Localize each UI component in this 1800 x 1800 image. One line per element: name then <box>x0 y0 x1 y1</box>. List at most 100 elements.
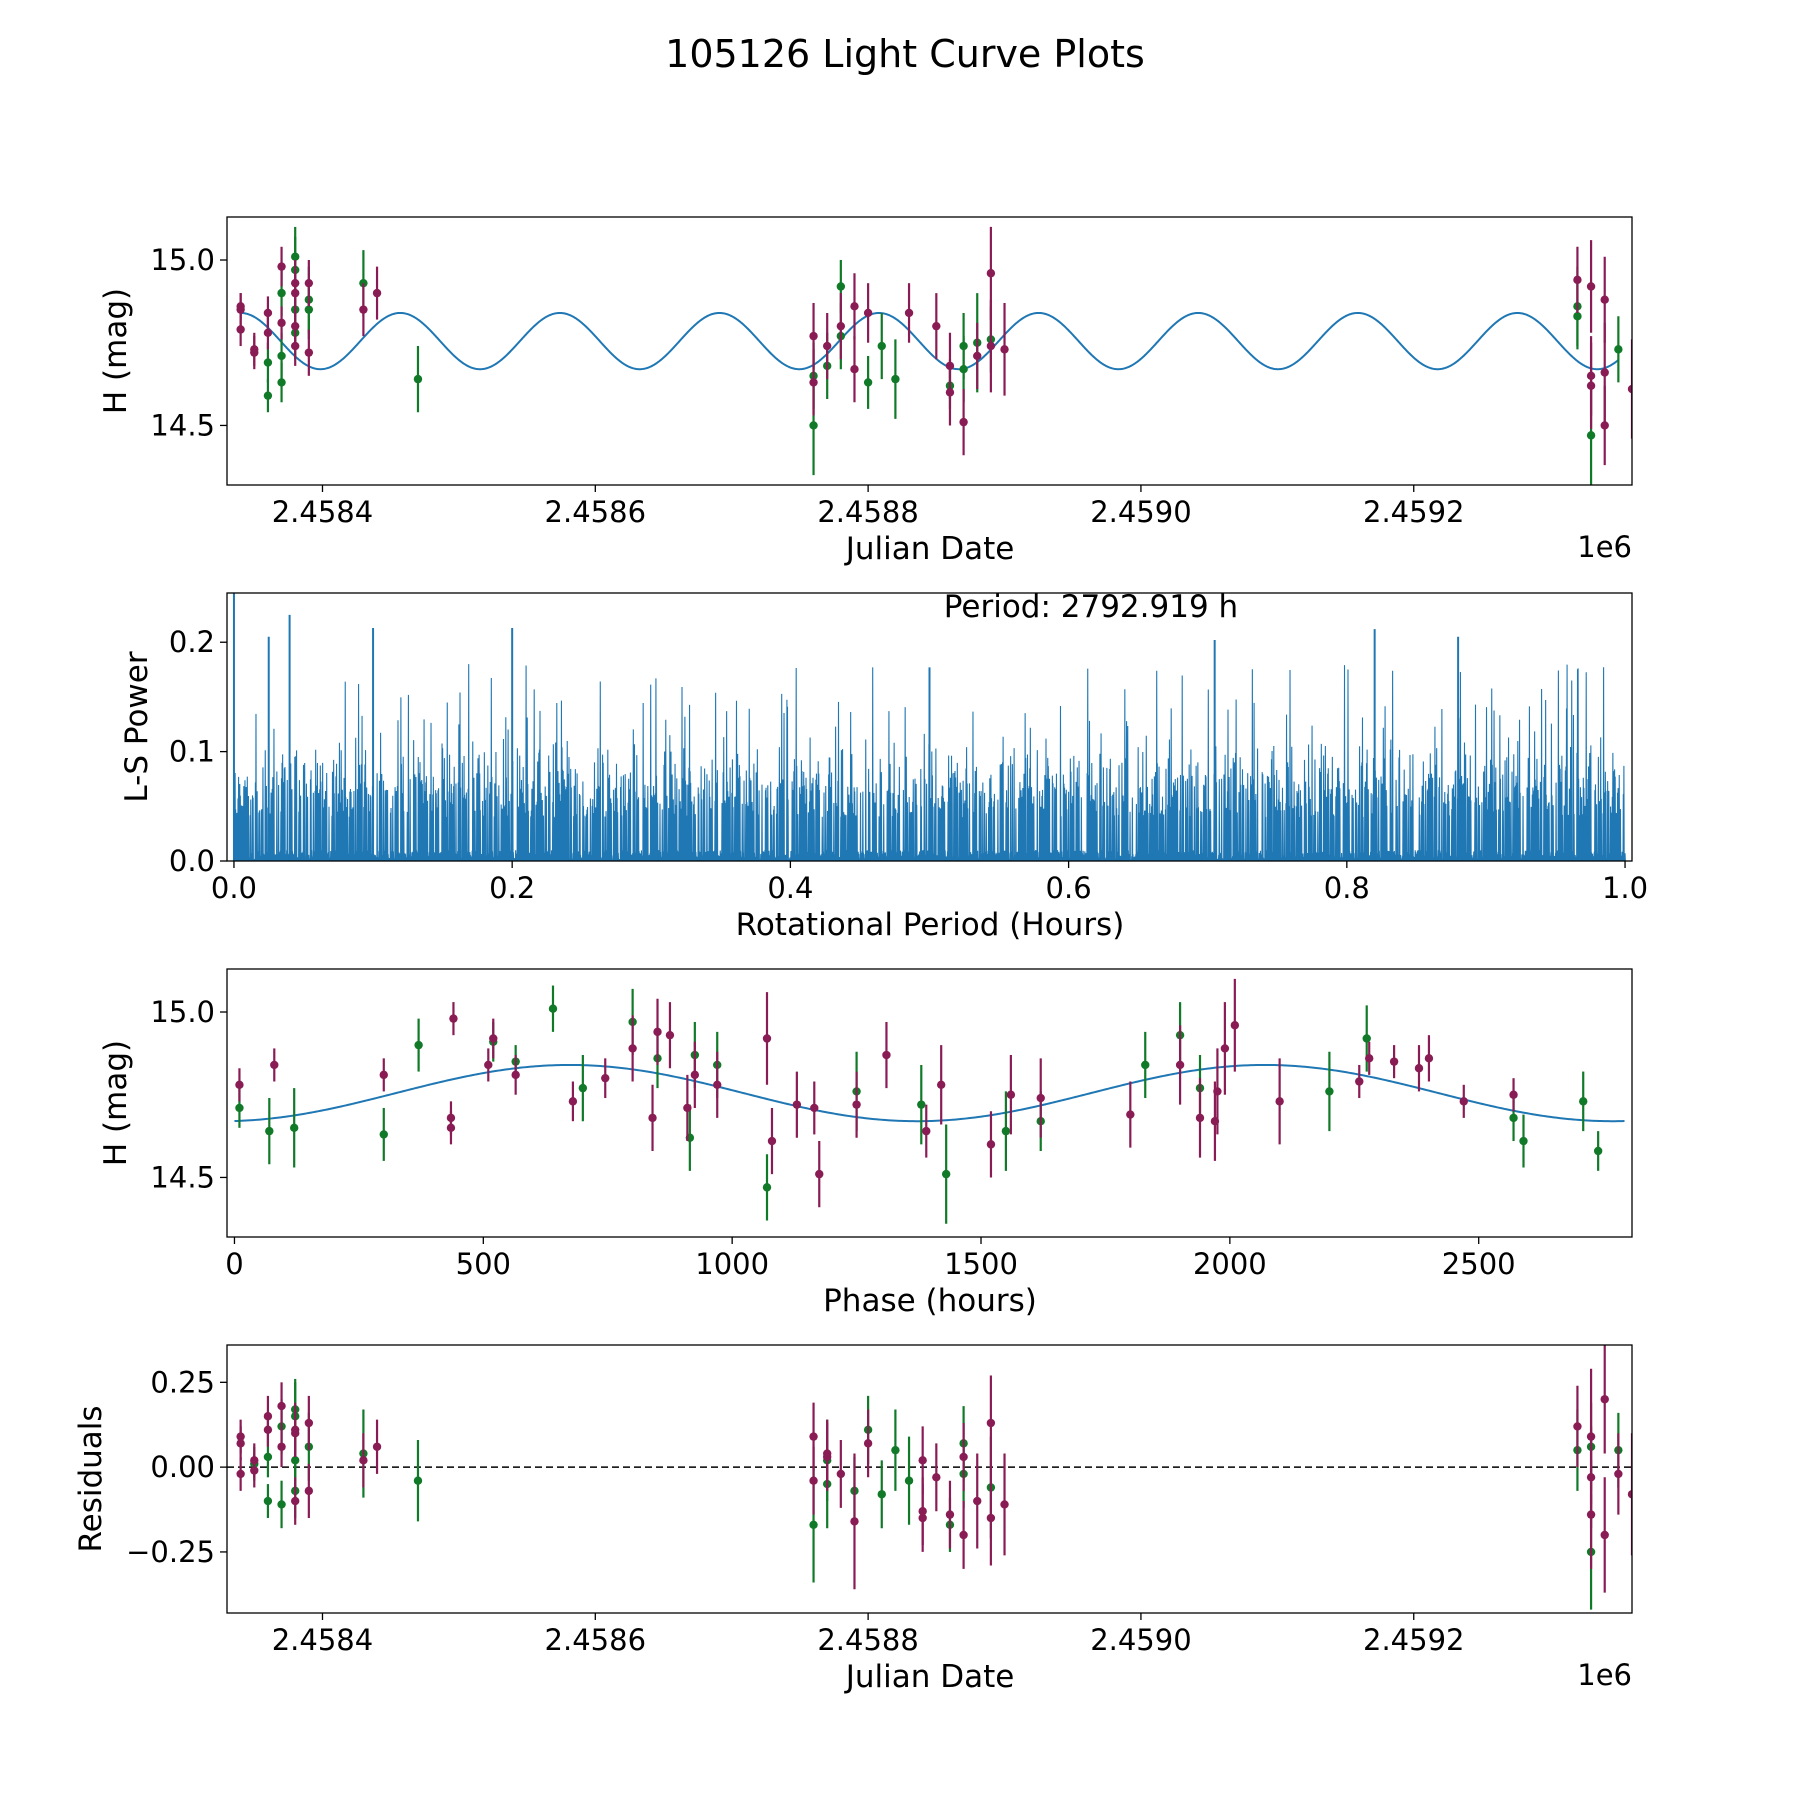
periodogram-ylabel: L-S Power <box>119 651 155 802</box>
data-point <box>815 1169 824 1179</box>
data-point <box>277 351 286 361</box>
data-point <box>291 1496 300 1506</box>
data-point <box>809 421 818 430</box>
data-point <box>1365 1054 1374 1063</box>
data-point <box>379 1130 388 1139</box>
data-point <box>250 348 259 357</box>
data-point <box>959 417 968 427</box>
y-tick-label: 14.5 <box>150 408 215 442</box>
data-point <box>1519 1136 1528 1146</box>
data-point <box>291 1456 300 1465</box>
data-point <box>1006 1090 1016 1099</box>
data-point <box>1600 368 1609 377</box>
x-tick-label: 0.6 <box>1046 871 1092 905</box>
x-tick-label: 2.4586 <box>545 1623 646 1657</box>
periodogram-plot-area <box>232 593 1626 861</box>
data-point <box>877 341 886 351</box>
data-point <box>767 1136 777 1146</box>
phased-ticks: 0 500 1000 1500 2000 2500 14.5 15.0 <box>150 995 1515 1281</box>
data-point <box>1001 1126 1011 1136</box>
data-point <box>653 1027 662 1037</box>
data-point <box>1573 275 1582 285</box>
x-tick-label: 0.4 <box>767 871 813 905</box>
data-point <box>986 1513 996 1523</box>
data-point <box>250 1456 259 1465</box>
data-point <box>628 1044 637 1053</box>
data-point <box>289 1123 299 1133</box>
residuals-offset-label: 1e6 <box>1577 1658 1632 1692</box>
x-tick-label: 1000 <box>695 1247 769 1281</box>
data-point <box>601 1073 610 1083</box>
data-point <box>414 1040 423 1050</box>
data-point <box>1627 384 1632 394</box>
data-point <box>277 378 286 387</box>
y-tick-label: 15.0 <box>150 243 215 277</box>
data-point <box>1126 1110 1135 1119</box>
x-tick-label: 1500 <box>944 1247 1018 1281</box>
data-point <box>973 351 982 361</box>
data-point <box>836 282 846 291</box>
data-point <box>852 1100 861 1109</box>
data-point <box>986 269 996 278</box>
periodogram-axes-frame <box>226 592 1633 862</box>
data-point <box>1424 1054 1434 1063</box>
data-point <box>236 1469 245 1479</box>
data-point <box>792 1100 802 1109</box>
data-point <box>809 1520 818 1529</box>
data-point <box>449 1014 458 1023</box>
data-point <box>959 1530 968 1540</box>
x-tick-label: 2000 <box>1193 1247 1267 1281</box>
data-point <box>291 288 300 298</box>
data-point <box>918 1513 927 1523</box>
data-point <box>277 1500 286 1509</box>
lightcurve-plot-area <box>236 226 1632 485</box>
data-point <box>277 318 286 328</box>
lightcurve-ylabel: H (mag) <box>98 288 134 414</box>
data-point <box>1275 1097 1284 1106</box>
data-point <box>891 1445 900 1455</box>
data-point <box>304 348 314 357</box>
data-point <box>511 1070 520 1080</box>
data-point <box>1600 421 1609 430</box>
data-point <box>1414 1064 1424 1073</box>
x-tick-label: 500 <box>456 1247 511 1281</box>
data-point <box>359 1456 368 1465</box>
data-point <box>263 391 273 400</box>
fit-curve <box>240 311 1619 371</box>
data-point <box>270 1060 279 1070</box>
data-point <box>235 1080 244 1090</box>
data-point <box>235 1103 244 1113</box>
data-point <box>1000 345 1009 354</box>
data-point <box>850 302 859 311</box>
data-point <box>372 288 382 298</box>
y-tick-label: 14.5 <box>150 1160 215 1194</box>
x-tick-label: 0 <box>225 1247 243 1281</box>
lightcurve-panel: 2.4584 2.4586 2.4588 2.4590 2.4592 14.5 15.0 J… <box>98 216 1633 567</box>
residuals-ticks: 2.4584 2.4586 2.4588 2.4590 2.4592 −0.25 0.00 0… <box>126 1365 1464 1657</box>
data-point <box>1325 1087 1334 1096</box>
data-point <box>932 321 941 331</box>
data-point <box>863 1439 873 1448</box>
data-point <box>904 1476 914 1485</box>
data-point <box>836 321 846 331</box>
data-point <box>762 1183 772 1192</box>
x-tick-label: 0.8 <box>1324 871 1370 905</box>
lightcurve-ticks: 2.4584 2.4586 2.4588 2.4590 2.4592 14.5 15.0 <box>150 243 1464 529</box>
data-point <box>809 1432 818 1441</box>
data-point <box>917 1100 926 1109</box>
data-point <box>1141 1060 1150 1070</box>
figure-title: 105126 Light Curve Plots <box>665 32 1145 76</box>
data-point <box>850 364 859 374</box>
data-point <box>959 341 968 351</box>
data-point <box>304 305 314 314</box>
data-point <box>762 1034 772 1043</box>
x-tick-label: 0.2 <box>489 871 535 905</box>
y-tick-label: −0.25 <box>126 1535 215 1569</box>
data-point <box>265 1126 274 1136</box>
data-point <box>936 1080 946 1090</box>
phased-plot-area <box>234 978 1625 1224</box>
x-tick-label: 0.0 <box>211 871 257 905</box>
data-point <box>1573 1422 1582 1431</box>
data-point <box>986 341 996 351</box>
data-point <box>236 1432 245 1441</box>
